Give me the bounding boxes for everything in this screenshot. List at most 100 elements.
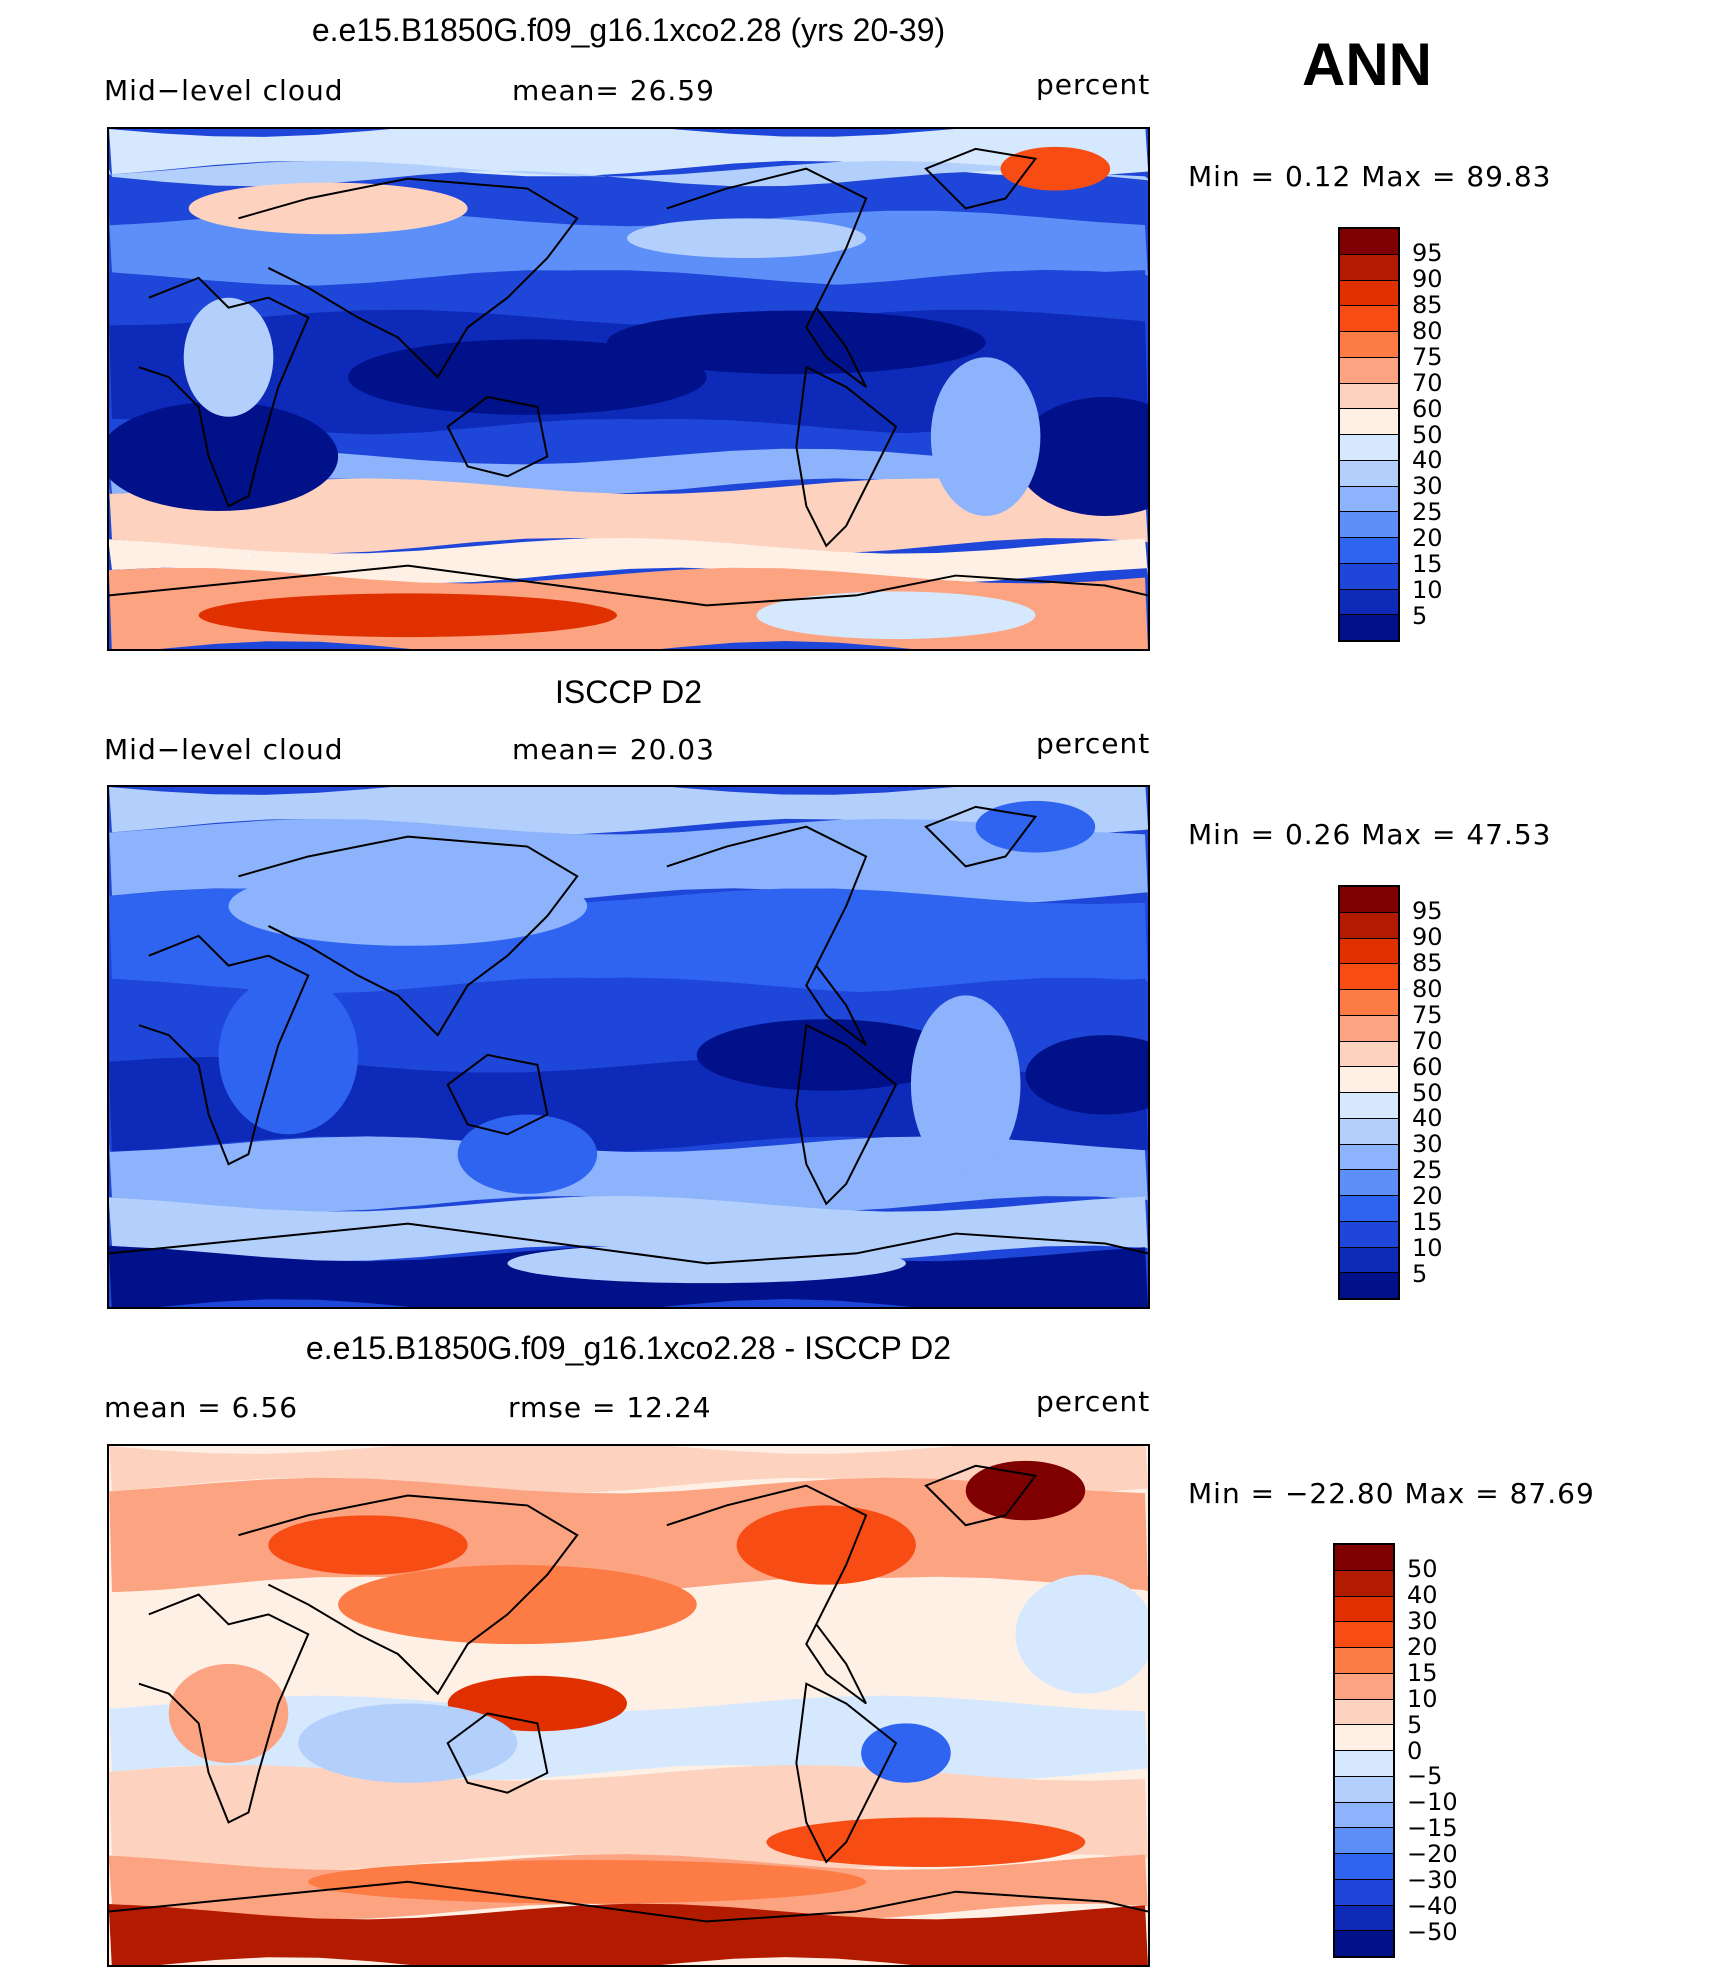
- map-field-patch: [1025, 1035, 1148, 1115]
- coastline: [924, 147, 1038, 210]
- panel2-units-label: percent: [1036, 727, 1151, 760]
- coastline: [138, 1593, 310, 1824]
- colorbar-tick-label: 20: [1412, 524, 1443, 553]
- panel1-map: [107, 127, 1150, 651]
- panel2-mean-label: mean= 20.03: [512, 733, 715, 766]
- coastline: [109, 1880, 1148, 1923]
- panel3-minmax-label: Min = −22.80 Max = 87.69: [1188, 1477, 1595, 1510]
- map-field-band: [109, 478, 1148, 554]
- panel3-title: e.e15.B1850G.f09_g16.1xco2.28 - ISCCP D2: [305, 1330, 952, 1366]
- coastline: [109, 1222, 1148, 1265]
- colorbar-tick-label: 10: [1412, 576, 1443, 605]
- panel3-units-label: percent: [1036, 1385, 1151, 1418]
- colorbar-swatch: [1340, 938, 1398, 965]
- map-field-patch: [1015, 396, 1148, 517]
- colorbar-swatch: [1340, 1041, 1398, 1068]
- panel2-variable-label: Mid−level cloud: [104, 733, 344, 766]
- colorbar-tick-label: 90: [1412, 264, 1443, 293]
- colorbar-tick-label: 80: [1412, 974, 1443, 1003]
- colorbar-swatch: [1340, 1118, 1398, 1145]
- colorbar-swatch: [1335, 1776, 1393, 1803]
- colorbar-swatch: [1340, 1067, 1398, 1093]
- coastline: [109, 564, 1148, 607]
- map-field-patch: [348, 339, 707, 415]
- map-field-patch: [965, 1460, 1086, 1521]
- colorbar-swatch: [1335, 1596, 1393, 1623]
- map-field-band: [109, 270, 1148, 326]
- colorbar-swatch: [1340, 1221, 1398, 1248]
- colorbar-tick-label: 20: [1412, 1182, 1443, 1211]
- coastline: [238, 835, 579, 1037]
- colorbar-swatch: [1340, 306, 1398, 332]
- map-field-patch: [736, 1505, 916, 1585]
- map-field-patch: [183, 297, 274, 417]
- colorbar-swatch: [1340, 538, 1398, 564]
- colorbar-tick-label: 30: [1412, 472, 1443, 501]
- panel1-title: e.e15.B1850G.f09_g16.1xco2.28 (yrs 20-39…: [311, 12, 946, 48]
- colorbar-swatch: [1335, 1545, 1393, 1571]
- colorbar-tick-label: 15: [1412, 1208, 1443, 1237]
- colorbar-tick-label: 40: [1407, 1580, 1438, 1609]
- colorbar-tick-label: 25: [1412, 498, 1443, 527]
- colorbar-tick-label: 95: [1412, 896, 1443, 925]
- map-field-patch: [298, 1703, 518, 1783]
- colorbar-swatch: [1340, 1093, 1398, 1119]
- coastline: [666, 167, 868, 388]
- colorbar-tick-label: 60: [1412, 394, 1443, 423]
- map-field-patch: [627, 218, 867, 259]
- colorbar-swatch: [1335, 1570, 1393, 1597]
- map-field-patch: [457, 1114, 598, 1194]
- colorbar-swatch: [1340, 1144, 1398, 1171]
- coastline: [238, 1494, 579, 1696]
- colorbar-tick-label: 80: [1412, 316, 1443, 345]
- colorbar-tick-label: 90: [1412, 922, 1443, 951]
- map-field-patch: [308, 1860, 867, 1904]
- colorbar-tick-label: −40: [1407, 1892, 1458, 1921]
- coastline: [446, 1712, 549, 1794]
- colorbar-tick-label: 20: [1407, 1632, 1438, 1661]
- colorbar-swatch: [1340, 332, 1398, 358]
- coastline: [795, 1023, 898, 1206]
- colorbar-swatch: [1340, 512, 1398, 538]
- colorbar-swatch: [1335, 1648, 1393, 1674]
- colorbar-tick-label: 15: [1407, 1658, 1438, 1687]
- colorbar-swatch: [1340, 1273, 1398, 1298]
- coastline: [924, 805, 1038, 868]
- colorbar-tick-label: 50: [1407, 1554, 1438, 1583]
- map-field-patch: [910, 995, 1021, 1175]
- panel1-colorbar: [1338, 227, 1400, 642]
- colorbar-tick-label: 10: [1407, 1684, 1438, 1713]
- coastline: [446, 395, 549, 478]
- colorbar-tick-label: −30: [1407, 1866, 1458, 1895]
- coastline: [138, 276, 310, 508]
- map-field-patch: [1015, 1574, 1148, 1694]
- panel2-map: [107, 785, 1150, 1309]
- colorbar-swatch: [1340, 615, 1398, 640]
- map-field-band: [109, 537, 1148, 584]
- colorbar-swatch: [1340, 280, 1398, 307]
- coastline: [924, 1464, 1038, 1527]
- colorbar-swatch: [1340, 1247, 1398, 1274]
- map-field-patch: [188, 182, 468, 235]
- panel3-rmse-label: rmse = 12.24: [508, 1391, 712, 1424]
- map-field-patch: [228, 866, 588, 946]
- panel2-minmax-label: Min = 0.26 Max = 47.53: [1188, 818, 1552, 851]
- map-field-band: [109, 1903, 1148, 1965]
- colorbar-tick-label: 0: [1407, 1736, 1423, 1765]
- colorbar-swatch: [1340, 964, 1398, 990]
- colorbar-swatch: [1340, 563, 1398, 590]
- map-field-patch: [607, 310, 986, 375]
- coastline: [795, 1682, 898, 1864]
- colorbar-tick-label: 75: [1412, 342, 1443, 371]
- colorbar-swatch: [1335, 1725, 1393, 1751]
- panel1-variable-label: Mid−level cloud: [104, 74, 344, 107]
- map-field-patch: [975, 800, 1096, 853]
- colorbar-swatch: [1335, 1673, 1393, 1700]
- colorbar-tick-label: 5: [1412, 602, 1428, 631]
- colorbar-tick-label: −20: [1407, 1840, 1458, 1869]
- map-field-patch: [168, 1663, 289, 1763]
- map-field-band: [109, 1195, 1148, 1262]
- colorbar-tick-label: −5: [1407, 1762, 1443, 1791]
- colorbar-swatch: [1340, 589, 1398, 616]
- colorbar-swatch: [1340, 990, 1398, 1016]
